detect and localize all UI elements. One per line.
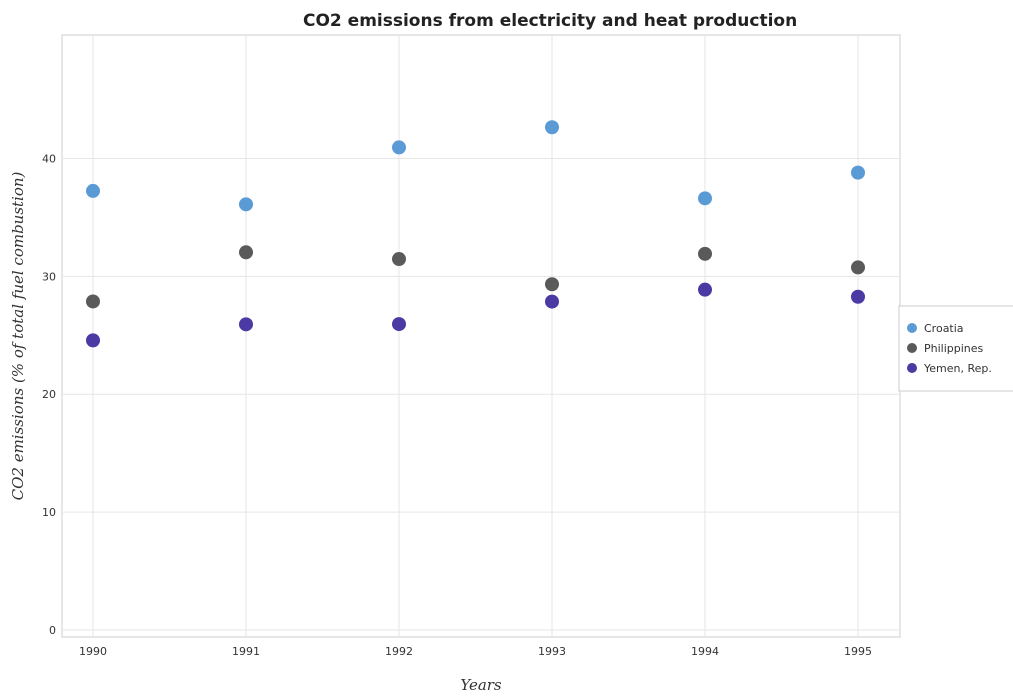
point-philippines-1993 xyxy=(545,277,559,292)
legend-label: Philippines xyxy=(924,342,984,355)
y-axis-label: CO2 emissions (% of total fuel combustio… xyxy=(9,171,27,500)
x-tick-label: 1993 xyxy=(538,645,566,658)
point-philippines-1992 xyxy=(392,252,406,267)
point-philippines-1991 xyxy=(239,245,253,260)
x-ticks: 1990 1991 1992 1993 1994 1995 xyxy=(79,645,872,658)
point-croatia-1990 xyxy=(86,183,100,198)
point-yemen-rep-1992 xyxy=(392,317,406,332)
legend-label: Croatia xyxy=(924,322,964,335)
chart-title: CO2 emissions from electricity and heat … xyxy=(303,11,797,31)
point-philippines-1994 xyxy=(698,246,712,261)
x-tick-label: 1994 xyxy=(691,645,719,658)
point-yemen-rep-1993 xyxy=(545,294,559,309)
point-yemen-rep-1991 xyxy=(239,317,253,332)
point-croatia-1992 xyxy=(392,140,406,155)
point-croatia-1994 xyxy=(698,191,712,206)
legend-marker xyxy=(907,323,917,333)
point-yemen-rep-1990 xyxy=(86,333,100,348)
x-tick-label: 1992 xyxy=(385,645,413,658)
legend-marker xyxy=(907,363,917,373)
point-croatia-1993 xyxy=(545,120,559,135)
y-tick-label: 0 xyxy=(49,624,56,637)
point-yemen-rep-1995 xyxy=(851,289,865,304)
x-axis-label: Years xyxy=(460,676,502,694)
y-ticks: 0 10 20 30 40 xyxy=(42,152,56,637)
point-yemen-rep-1994 xyxy=(698,282,712,297)
x-tick-label: 1995 xyxy=(844,645,872,658)
plot-area xyxy=(61,34,901,638)
legend-label: Yemen, Rep. xyxy=(923,362,992,375)
legend-marker xyxy=(907,343,917,353)
x-tick-label: 1991 xyxy=(232,645,260,658)
x-tick-label: 1990 xyxy=(79,645,107,658)
y-tick-label: 40 xyxy=(42,152,56,165)
y-tick-label: 20 xyxy=(42,388,56,401)
legend: Croatia Philippines Yemen, Rep. xyxy=(898,305,1013,392)
data-points xyxy=(86,120,865,348)
y-tick-label: 10 xyxy=(42,506,56,519)
point-philippines-1995 xyxy=(851,260,865,275)
legend-box xyxy=(898,305,1013,392)
point-philippines-1990 xyxy=(86,294,100,309)
point-croatia-1995 xyxy=(851,165,865,180)
point-croatia-1991 xyxy=(239,197,253,212)
y-tick-label: 30 xyxy=(42,270,56,283)
